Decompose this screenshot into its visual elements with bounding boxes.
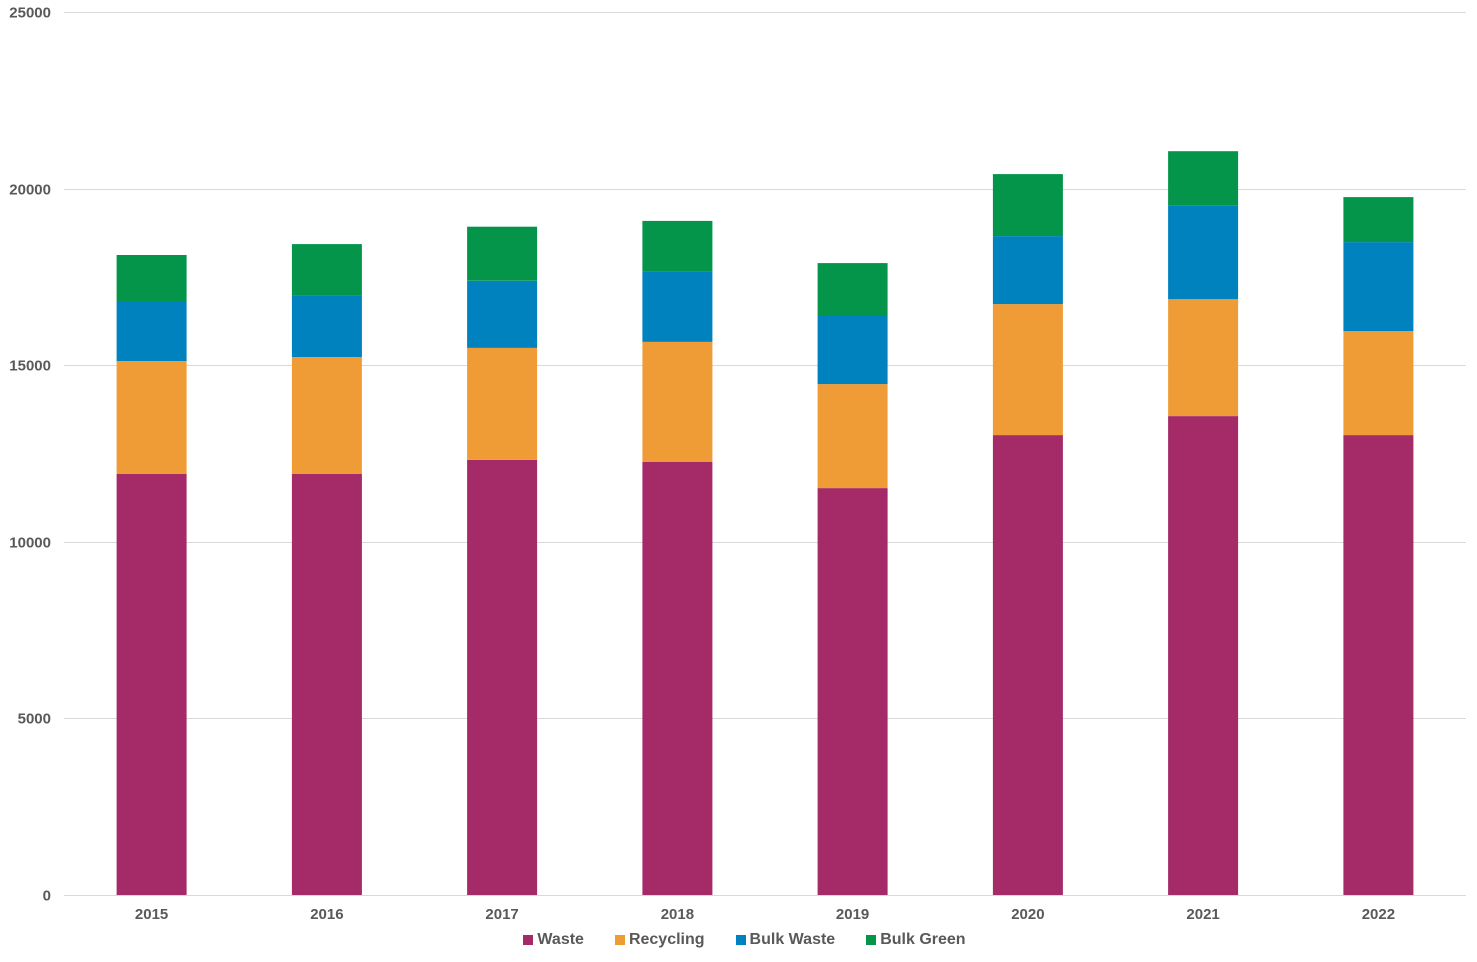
legend-swatch	[866, 935, 877, 945]
x-tick-label: 2017	[485, 906, 518, 923]
bar-waste-2018	[642, 462, 713, 895]
bar-recycling-2019	[817, 384, 888, 489]
y-tick-label: 20000	[9, 182, 51, 199]
bar-recycling-2016	[291, 357, 362, 474]
bar-bulk-waste-2020	[992, 236, 1063, 305]
bar-bulk-waste-2018	[642, 272, 713, 342]
bar-bulk-waste-2016	[291, 295, 362, 358]
bar-bulk-green-2018	[642, 220, 713, 272]
legend-label: Bulk Waste	[749, 931, 836, 948]
bar-recycling-2017	[467, 347, 538, 460]
bar-bulk-green-2022	[1343, 197, 1414, 243]
y-tick-label: 10000	[9, 535, 51, 552]
legend: Waste Recycling Bulk Waste Bulk Green	[0, 931, 1477, 949]
x-tick-label: 2019	[836, 906, 869, 923]
bar-waste-2021	[1168, 416, 1239, 895]
legend-label: Waste	[537, 931, 584, 948]
legend-label: Bulk Green	[880, 931, 966, 948]
legend-item-recycling: Recycling	[603, 931, 705, 949]
bar-waste-2015	[116, 474, 187, 895]
bar-bulk-green-2020	[992, 174, 1063, 237]
bars	[116, 151, 1414, 895]
y-tick-label: 25000	[9, 5, 51, 22]
bar-waste-2017	[467, 459, 538, 895]
bar-recycling-2022	[1343, 331, 1414, 436]
x-axis-tick-labels: 2015 2016 2017 2018 2019 2020 2021 2022	[135, 906, 1395, 923]
x-tick-label: 2021	[1186, 906, 1219, 923]
bar-bulk-waste-2021	[1168, 205, 1239, 300]
bar-recycling-2015	[116, 361, 187, 474]
legend-item-bulk-waste: Bulk Waste	[724, 931, 836, 949]
bar-bulk-green-2016	[291, 244, 362, 296]
legend-item-bulk-green: Bulk Green	[854, 931, 966, 949]
y-axis-tick-labels: 0 5000 10000 15000 20000 25000	[9, 5, 51, 905]
x-tick-label: 2022	[1362, 906, 1395, 923]
bar-recycling-2020	[992, 304, 1063, 436]
bar-waste-2019	[817, 488, 888, 895]
bar-recycling-2021	[1168, 299, 1239, 417]
bar-bulk-green-2017	[467, 226, 538, 281]
x-tick-label: 2016	[310, 906, 343, 923]
bar-bulk-waste-2022	[1343, 242, 1414, 332]
gridlines	[64, 12, 1466, 896]
legend-swatch	[523, 935, 534, 945]
bar-waste-2016	[291, 474, 362, 895]
legend-swatch	[614, 935, 625, 945]
bar-waste-2020	[992, 435, 1063, 895]
x-tick-label: 2020	[1011, 906, 1044, 923]
y-tick-label: 15000	[9, 358, 51, 375]
bar-recycling-2018	[642, 341, 713, 462]
bar-bulk-green-2021	[1168, 151, 1239, 206]
bar-bulk-green-2015	[116, 255, 187, 302]
bar-waste-2022	[1343, 435, 1414, 895]
bar-bulk-waste-2019	[817, 315, 888, 385]
legend-label: Recycling	[628, 931, 705, 948]
legend-item-waste: Waste	[511, 931, 584, 949]
bar-bulk-waste-2017	[467, 280, 538, 348]
legend-swatch	[735, 935, 746, 945]
x-tick-label: 2015	[135, 906, 168, 923]
bar-bulk-waste-2015	[116, 302, 187, 361]
bar-bulk-green-2019	[817, 263, 888, 315]
y-tick-label: 0	[43, 888, 51, 905]
x-tick-label: 2018	[661, 906, 694, 923]
y-tick-label: 5000	[18, 711, 51, 728]
